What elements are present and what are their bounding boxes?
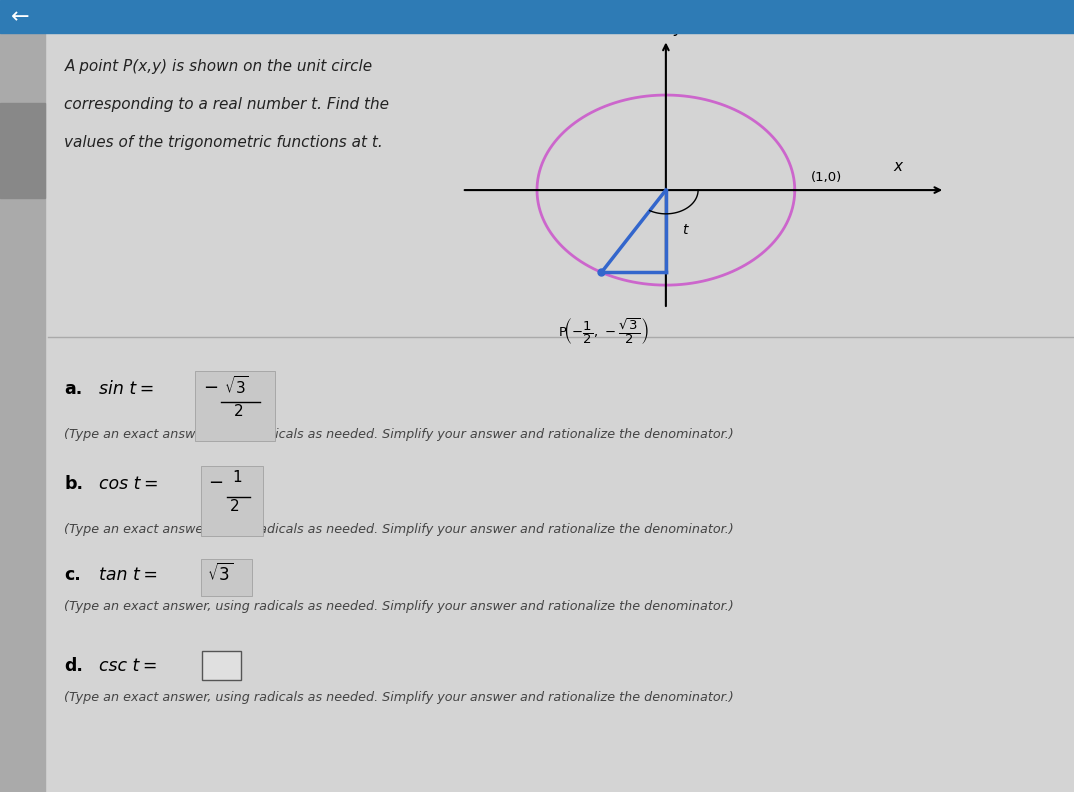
Text: c.: c. — [64, 566, 82, 584]
FancyBboxPatch shape — [201, 559, 252, 596]
Text: −: − — [208, 474, 223, 492]
Text: t: t — [682, 223, 687, 238]
Text: a.: a. — [64, 380, 83, 398]
Text: b.: b. — [64, 475, 84, 493]
Bar — [0, 103, 45, 198]
Text: $\sqrt{3}$: $\sqrt{3}$ — [224, 375, 249, 398]
Text: (Type an exact answer, using radicals as needed. Simplify your answer and ration: (Type an exact answer, using radicals as… — [64, 428, 735, 440]
FancyBboxPatch shape — [202, 651, 241, 680]
Text: (Type an exact answer, using radicals as needed. Simplify your answer and ration: (Type an exact answer, using radicals as… — [64, 523, 735, 535]
Text: −: − — [203, 379, 218, 397]
Text: 1: 1 — [232, 470, 242, 485]
Text: (Type an exact answer, using radicals as needed. Simplify your answer and ration: (Type an exact answer, using radicals as… — [64, 691, 735, 703]
Text: cos t =: cos t = — [99, 475, 158, 493]
Text: A point P(x,y) is shown on the unit circle: A point P(x,y) is shown on the unit circ… — [64, 59, 373, 74]
Bar — [0, 33, 45, 792]
Text: tan t =: tan t = — [99, 566, 158, 584]
Text: 2: 2 — [234, 404, 244, 419]
Text: (Type an exact answer, using radicals as needed. Simplify your answer and ration: (Type an exact answer, using radicals as… — [64, 600, 735, 612]
Text: sin t =: sin t = — [99, 380, 154, 398]
Bar — [0, 0, 1074, 33]
Text: d.: d. — [64, 657, 84, 676]
Text: corresponding to a real number t. Find the: corresponding to a real number t. Find t… — [64, 97, 390, 112]
Text: (1,0): (1,0) — [811, 171, 842, 184]
Text: 2: 2 — [230, 499, 240, 514]
FancyBboxPatch shape — [195, 371, 275, 441]
Text: x: x — [894, 159, 902, 174]
Text: values of the trigonometric functions at t.: values of the trigonometric functions at… — [64, 135, 383, 150]
Text: $\sqrt{3}$: $\sqrt{3}$ — [207, 563, 234, 585]
Text: ←: ← — [11, 7, 29, 28]
Text: y: y — [673, 17, 683, 36]
FancyBboxPatch shape — [201, 466, 263, 536]
Text: P$\!\left(-\dfrac{1}{2},\,-\dfrac{\sqrt{3}}{2}\right)$: P$\!\left(-\dfrac{1}{2},\,-\dfrac{\sqrt{… — [558, 316, 649, 346]
Text: csc t =: csc t = — [99, 657, 157, 676]
